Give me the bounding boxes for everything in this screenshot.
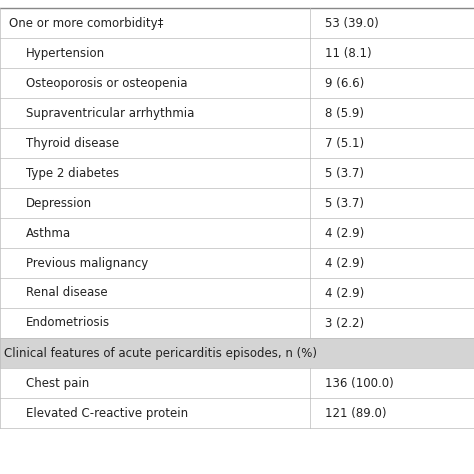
Text: Chest pain: Chest pain xyxy=(26,376,89,390)
Bar xyxy=(0,248,474,278)
Bar xyxy=(0,338,474,368)
Bar xyxy=(0,398,474,428)
Bar xyxy=(0,158,474,188)
Text: Asthma: Asthma xyxy=(26,227,71,239)
Text: 8 (5.9): 8 (5.9) xyxy=(325,107,364,119)
Text: Thyroid disease: Thyroid disease xyxy=(26,137,119,149)
Text: 136 (100.0): 136 (100.0) xyxy=(325,376,393,390)
Text: Previous malignancy: Previous malignancy xyxy=(26,256,148,270)
Text: Type 2 diabetes: Type 2 diabetes xyxy=(26,166,119,180)
Text: 5 (3.7): 5 (3.7) xyxy=(325,166,364,180)
Bar xyxy=(0,188,474,218)
Bar xyxy=(0,278,474,308)
Text: 3 (2.2): 3 (2.2) xyxy=(325,317,364,329)
Text: 121 (89.0): 121 (89.0) xyxy=(325,407,386,419)
Text: Clinical features of acute pericarditis episodes, n (%): Clinical features of acute pericarditis … xyxy=(4,346,317,359)
Bar xyxy=(0,8,474,38)
Text: 11 (8.1): 11 (8.1) xyxy=(325,46,371,60)
Bar xyxy=(0,368,474,398)
Bar xyxy=(0,128,474,158)
Text: Supraventricular arrhythmia: Supraventricular arrhythmia xyxy=(26,107,194,119)
Bar xyxy=(0,218,474,248)
Text: Osteoporosis or osteopenia: Osteoporosis or osteopenia xyxy=(26,76,188,90)
Text: 4 (2.9): 4 (2.9) xyxy=(325,227,364,239)
Bar xyxy=(0,308,474,338)
Bar xyxy=(0,98,474,128)
Text: 4 (2.9): 4 (2.9) xyxy=(325,286,364,300)
Text: Elevated C-reactive protein: Elevated C-reactive protein xyxy=(26,407,188,419)
Bar xyxy=(0,38,474,68)
Text: Depression: Depression xyxy=(26,197,92,210)
Text: Hypertension: Hypertension xyxy=(26,46,105,60)
Text: 53 (39.0): 53 (39.0) xyxy=(325,17,378,29)
Text: Endometriosis: Endometriosis xyxy=(26,317,110,329)
Text: 4 (2.9): 4 (2.9) xyxy=(325,256,364,270)
Text: One or more comorbidity‡: One or more comorbidity‡ xyxy=(9,17,163,29)
Text: 5 (3.7): 5 (3.7) xyxy=(325,197,364,210)
Text: 9 (6.6): 9 (6.6) xyxy=(325,76,364,90)
Text: Renal disease: Renal disease xyxy=(26,286,108,300)
Text: 7 (5.1): 7 (5.1) xyxy=(325,137,364,149)
Bar xyxy=(0,68,474,98)
